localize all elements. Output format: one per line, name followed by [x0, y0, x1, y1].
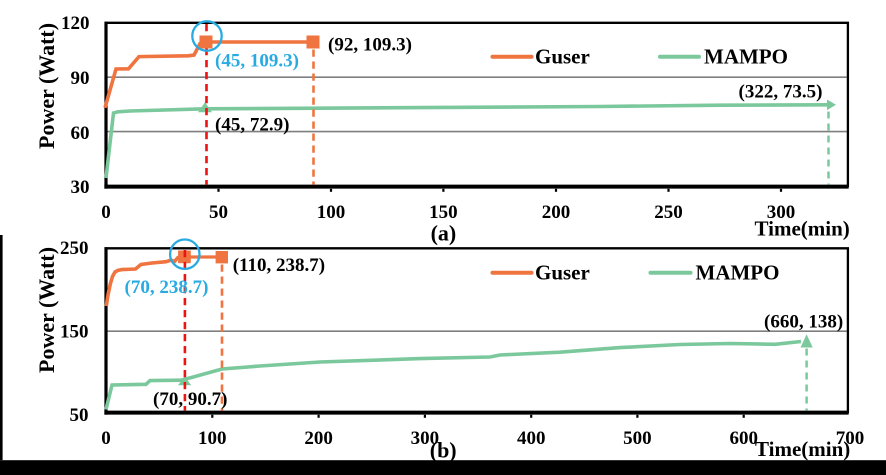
svg-text:Time(min): Time(min) — [755, 437, 850, 461]
svg-text:120: 120 — [61, 13, 90, 34]
svg-text:150: 150 — [60, 321, 89, 342]
svg-text:Guser: Guser — [535, 45, 590, 69]
svg-text:50: 50 — [209, 202, 228, 223]
svg-text:60: 60 — [71, 123, 90, 144]
svg-text:250: 250 — [60, 238, 89, 259]
svg-text:Power (Watt): Power (Watt) — [34, 247, 59, 373]
svg-text:600: 600 — [729, 428, 758, 449]
svg-text:(110, 238.7): (110, 238.7) — [233, 255, 325, 276]
svg-text:30: 30 — [71, 177, 90, 198]
svg-text:(a): (a) — [431, 221, 457, 246]
svg-text:50: 50 — [70, 405, 89, 426]
svg-text:700: 700 — [836, 428, 865, 449]
svg-text:90: 90 — [71, 68, 90, 89]
svg-text:500: 500 — [623, 428, 652, 449]
svg-text:Time(min): Time(min) — [755, 217, 850, 241]
svg-text:MAMPO: MAMPO — [704, 45, 788, 69]
svg-text:Guser: Guser — [535, 261, 590, 285]
svg-text:300: 300 — [411, 428, 440, 449]
svg-text:Power (Watt): Power (Watt) — [34, 23, 59, 149]
svg-text:(92, 109.3): (92, 109.3) — [328, 35, 412, 56]
svg-text:150: 150 — [429, 202, 458, 223]
svg-text:(660, 138): (660, 138) — [764, 312, 843, 333]
svg-text:(70, 238.7): (70, 238.7) — [125, 277, 209, 298]
svg-text:(322, 73.5): (322, 73.5) — [739, 82, 823, 103]
svg-text:0: 0 — [101, 428, 111, 449]
svg-text:(70, 90.7): (70, 90.7) — [153, 389, 227, 410]
svg-text:100: 100 — [198, 428, 227, 449]
svg-text:(45, 109.3): (45, 109.3) — [215, 51, 299, 72]
svg-text:(45, 72.9): (45, 72.9) — [215, 115, 289, 136]
svg-text:200: 200 — [304, 428, 333, 449]
svg-text:400: 400 — [517, 428, 546, 449]
svg-text:200: 200 — [542, 202, 571, 223]
svg-text:(b): (b) — [430, 438, 457, 463]
svg-text:MAMPO: MAMPO — [696, 261, 780, 285]
svg-text:0: 0 — [101, 202, 111, 223]
svg-text:100: 100 — [317, 202, 346, 223]
svg-text:250: 250 — [654, 202, 683, 223]
svg-text:300: 300 — [767, 202, 796, 223]
